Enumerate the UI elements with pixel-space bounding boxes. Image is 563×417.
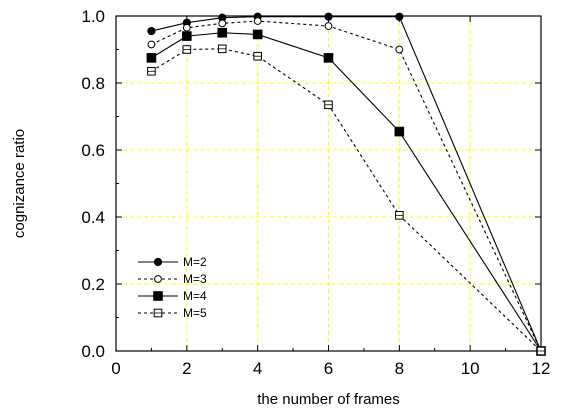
tick-layer: 0 2 4 6 8 10 12 0.0 0.2 0.4 0.6 0.8 1.0 [81,7,550,378]
data-point [395,45,404,54]
y-tick-label: 0.8 [81,74,105,93]
legend-item: M=2 [138,255,207,269]
series-line [151,48,542,352]
x-tick-label: 8 [395,359,404,378]
x-tick-label: 12 [532,359,551,378]
data-point [395,12,404,21]
legend-label: M=5 [183,306,207,320]
data-point [536,346,546,356]
series-4 [147,44,546,356]
legend-label: M=4 [183,289,207,303]
data-point [323,53,334,63]
data-point [218,19,227,28]
series-3 [146,27,546,356]
data-point [395,211,404,220]
data-point [324,22,333,30]
y-tick-label: 0.2 [81,275,105,294]
data-point [146,53,157,63]
legend-label: M=3 [183,272,207,286]
legend-marker [153,308,163,318]
legend-marker [154,275,162,283]
data-point [324,100,333,110]
y-tick-label: 1.0 [81,7,105,26]
legend-item: M=4 [138,289,207,303]
x-tick-label: 4 [253,359,262,378]
series-2 [147,17,545,355]
data-point [324,12,333,21]
grid-layer [116,16,541,351]
y-tick-label: 0.6 [81,141,105,160]
legend-item: M=3 [138,272,207,286]
x-axis-label: the number of frames [257,391,400,408]
data-point [217,44,227,54]
y-tick-label: 0.4 [81,208,105,227]
data-point [253,17,262,25]
series-line [151,16,542,352]
legend-marker [153,257,163,267]
data-point [217,27,228,38]
legend-label: M=2 [183,255,207,269]
legend: M=2 M=3 M=4 M=5 [138,255,207,320]
y-axis-label: cognizance ratio [11,129,28,238]
x-tick-label: 2 [182,359,191,378]
x-tick-label: 10 [461,359,480,378]
data-point [147,40,156,49]
data-point [182,23,191,32]
y-tick-label: 0.0 [81,342,105,361]
series-line [151,32,542,352]
data-point [253,51,262,61]
series-1 [147,12,546,356]
legend-marker [153,291,163,301]
series-layer [146,12,546,356]
data-point [147,26,156,36]
x-tick-label: 0 [111,359,120,378]
data-point [182,45,192,54]
data-point [394,126,405,137]
x-tick-label: 6 [324,359,333,378]
data-point [252,29,263,40]
series-line [151,20,542,352]
legend-item: M=5 [138,306,207,320]
data-point [147,66,156,76]
data-point [182,31,192,41]
